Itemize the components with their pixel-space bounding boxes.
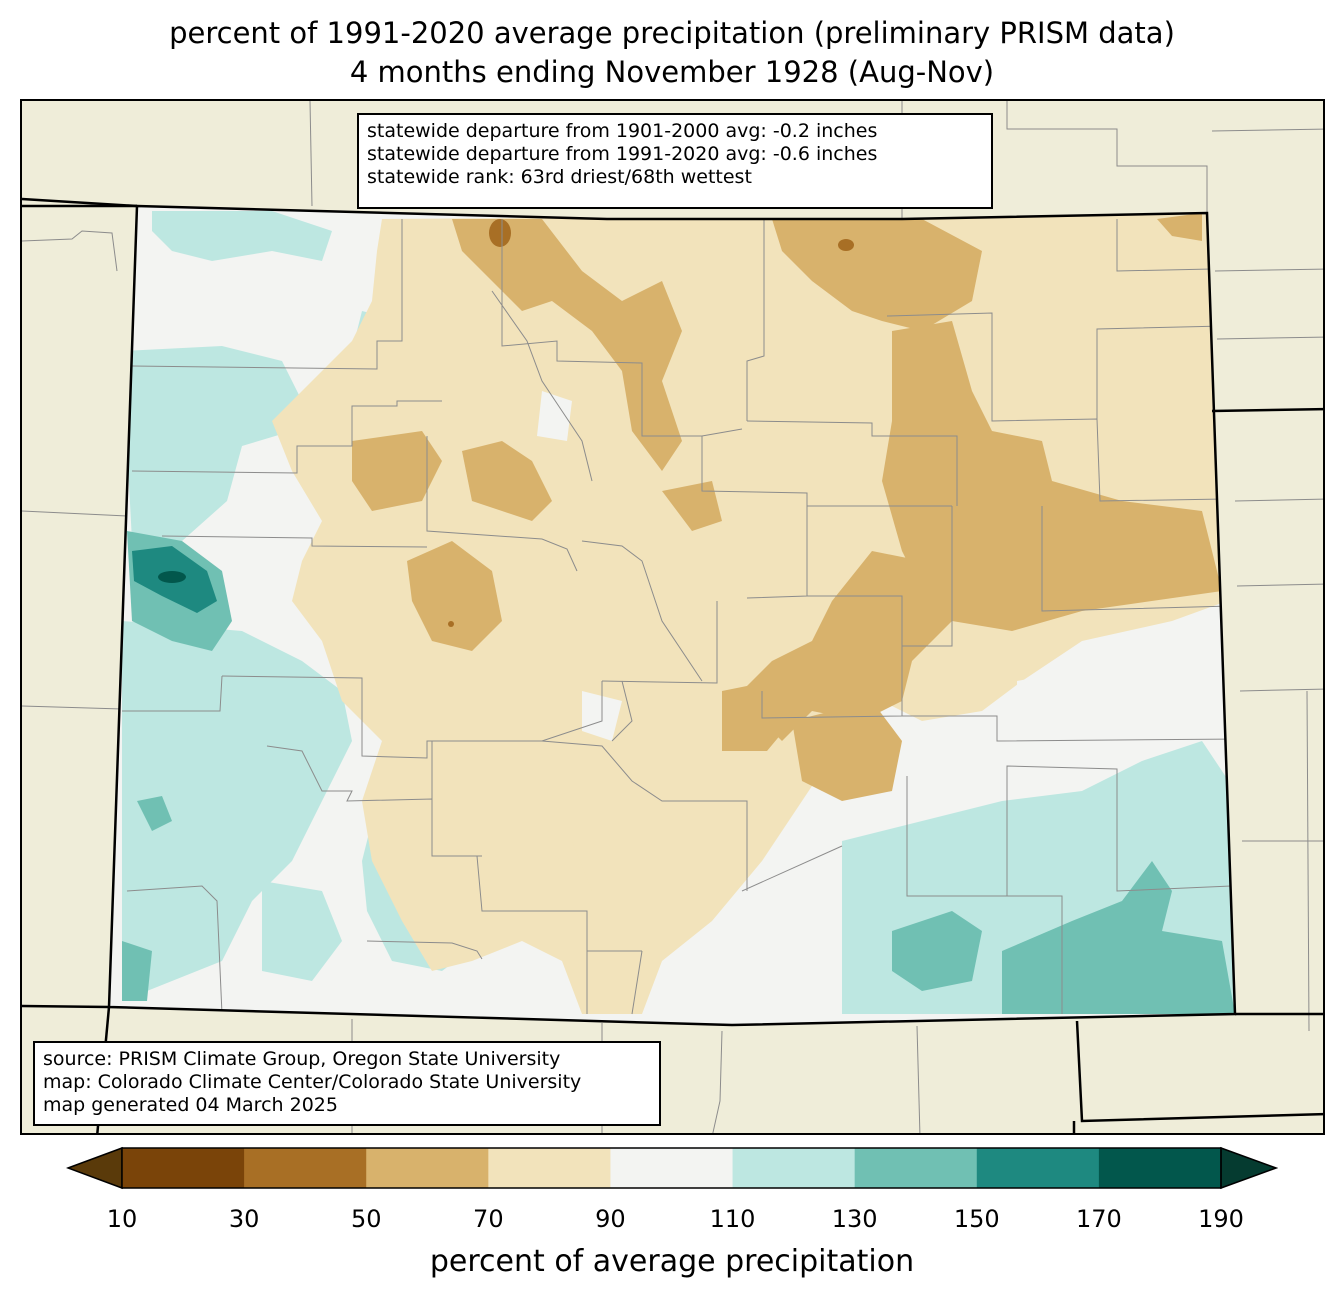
stats-line-3: statewide rank: 63rd driest/68th wettest [367,166,752,188]
source-line-2: map: Colorado Climate Center/Colorado St… [43,1071,582,1093]
source-line-3: map generated 04 March 2025 [43,1094,338,1116]
colorbar-tick-label: 150 [953,1205,1000,1233]
colorbar-bin [1098,1148,1222,1188]
colorbar-bin [244,1148,367,1188]
colorbar-tick-label: 90 [595,1205,626,1233]
title-line-1: percent of 1991-2020 average precipitati… [169,16,1175,50]
colorbar [66,1146,1278,1190]
colorbar-tick-label: 50 [350,1205,382,1233]
colorbar-bin [610,1148,734,1188]
colorbar-tick-label: 70 [473,1205,504,1233]
precip-90-110-inner [537,391,1092,1014]
precip-50-70 [352,213,1222,801]
colorbar-bin [366,1148,489,1188]
precip-70-90 [272,213,1227,1014]
stats-line-1: statewide departure from 1901-2000 avg: … [367,120,878,142]
precipitation-map [22,101,1323,1133]
map-title: percent of 1991-2020 average precipitati… [0,14,1344,92]
colorbar-bin [122,1148,245,1188]
stats-line-2: statewide departure from 1991-2020 avg: … [367,143,878,165]
colorbar-bin [732,1148,856,1188]
colorbar-tick-label: 170 [1075,1205,1122,1233]
colorbar-tick-label: 110 [709,1205,756,1233]
colorado-border [107,204,1237,1027]
source-line-1: source: PRISM Climate Group, Oregon Stat… [43,1048,561,1070]
map-panel: statewide departure from 1901-2000 avg: … [20,99,1325,1135]
title-line-2: 4 months ending November 1928 (Aug-Nov) [349,55,995,89]
source-box: source: PRISM Climate Group, Oregon Stat… [33,1041,661,1126]
precip-field [109,206,1235,1025]
colorbar-tick-label: 10 [106,1205,138,1233]
statewide-stats-box: statewide departure from 1901-2000 avg: … [357,113,993,209]
colorbar-tick-label: 190 [1198,1205,1244,1233]
colorbar-extend-low [66,1146,123,1190]
colorbar-bin [488,1148,611,1188]
colorbar-tick-label: 30 [228,1205,260,1233]
colorbar-label: percent of average precipitation [429,1244,915,1279]
colorbar-outline [121,1147,1222,1189]
colorbar-bin [976,1148,1100,1188]
county-lines [122,219,1235,1015]
colorbar-tick-label: 130 [831,1205,878,1233]
precip-170-190 [158,571,186,583]
precip-30-50 [448,219,854,627]
colorbar-extend-high [1220,1146,1278,1190]
colorbar-bin [854,1148,978,1188]
